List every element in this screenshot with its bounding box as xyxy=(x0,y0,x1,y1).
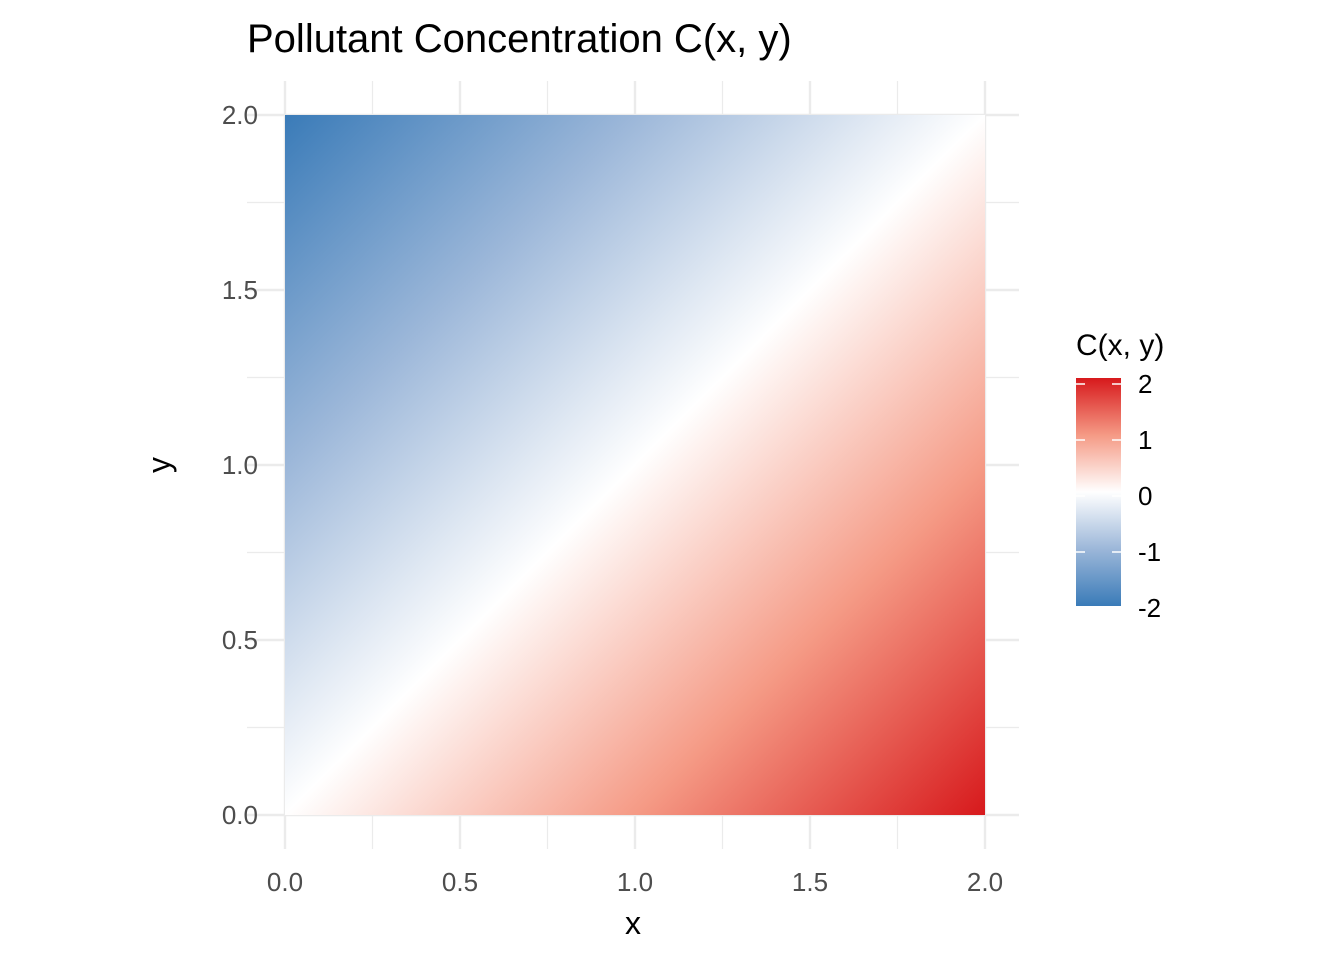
legend-colorbar xyxy=(1076,378,1121,606)
legend-title: C(x, y) xyxy=(1076,329,1164,362)
legend-tick-label: 2 xyxy=(1138,369,1152,399)
y-axis-title: y xyxy=(141,457,177,473)
x-tick-label: 1.0 xyxy=(617,867,653,897)
y-tick-label: 1.5 xyxy=(222,275,258,305)
legend-tick-label: -1 xyxy=(1138,537,1161,567)
y-tick-label: 2.0 xyxy=(222,100,258,130)
x-tick-label: 0.0 xyxy=(267,867,303,897)
legend-ticks: 2 1 0 -1 -2 xyxy=(1076,369,1161,623)
legend-tick-label: -2 xyxy=(1138,593,1161,623)
y-tick-label: 0.0 xyxy=(222,800,258,830)
x-axis-tick-labels: 0.0 0.5 1.0 1.5 2.0 xyxy=(267,867,1003,897)
y-axis-tick-labels: 0.0 0.5 1.0 1.5 2.0 xyxy=(222,100,258,830)
color-legend: C(x, y) 2 1 0 -1 -2 xyxy=(1076,329,1164,623)
legend-tick-label: 0 xyxy=(1138,481,1152,511)
chart-title: Pollutant Concentration C(x, y) xyxy=(247,17,792,61)
x-tick-label: 0.5 xyxy=(442,867,478,897)
y-tick-label: 0.5 xyxy=(222,625,258,655)
y-tick-label: 1.0 xyxy=(222,450,258,480)
legend-tick-label: 1 xyxy=(1138,425,1152,455)
x-tick-label: 2.0 xyxy=(967,867,1003,897)
x-tick-label: 1.5 xyxy=(792,867,828,897)
heatmap-raster xyxy=(285,115,985,815)
x-axis-title: x xyxy=(625,905,641,941)
